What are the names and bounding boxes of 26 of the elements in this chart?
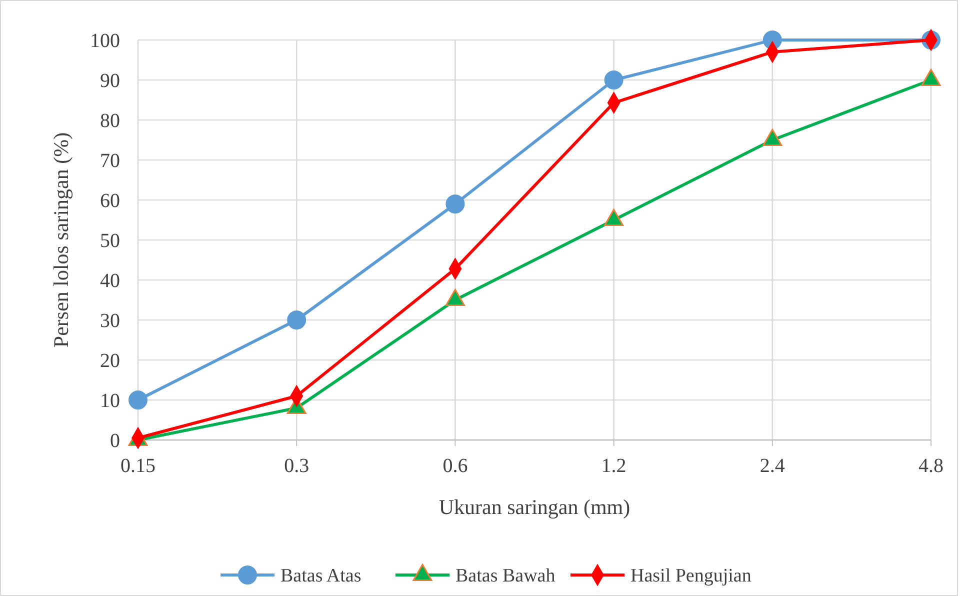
legend-label: Batas Bawah	[456, 566, 556, 587]
y-tick-label: 70	[100, 150, 120, 172]
x-tick-label: 0.15	[120, 455, 156, 477]
y-tick-label: 10	[100, 390, 120, 412]
x-tick-label: 0.3	[284, 455, 310, 477]
x-tick-label: 1.2	[601, 455, 626, 477]
x-tick-label: 2.4	[760, 455, 785, 477]
y-tick-label: 60	[100, 190, 120, 212]
y-axis-title: Persen lolos saringan (%)	[49, 132, 73, 348]
x-tick-label: 4.8	[918, 455, 944, 477]
y-tick-label: 0	[110, 430, 120, 452]
point	[446, 194, 465, 214]
y-tick-label: 40	[100, 270, 120, 292]
y-tick-label: 30	[100, 310, 120, 332]
point	[604, 70, 624, 90]
legend-label: Batas Atas	[280, 566, 362, 587]
y-tick-label: 80	[100, 110, 120, 132]
legend-label: Hasil Pengujian	[630, 566, 752, 587]
y-tick-label: 20	[100, 350, 120, 372]
y-tick-label: 50	[100, 230, 120, 252]
y-tick-label: 100	[90, 30, 120, 52]
x-tick-label: 0.6	[442, 455, 468, 477]
y-tick-label: 90	[100, 70, 120, 92]
x-axis-title: Ukuran saringan (mm)	[438, 495, 630, 519]
point	[128, 390, 148, 410]
point	[287, 310, 306, 330]
